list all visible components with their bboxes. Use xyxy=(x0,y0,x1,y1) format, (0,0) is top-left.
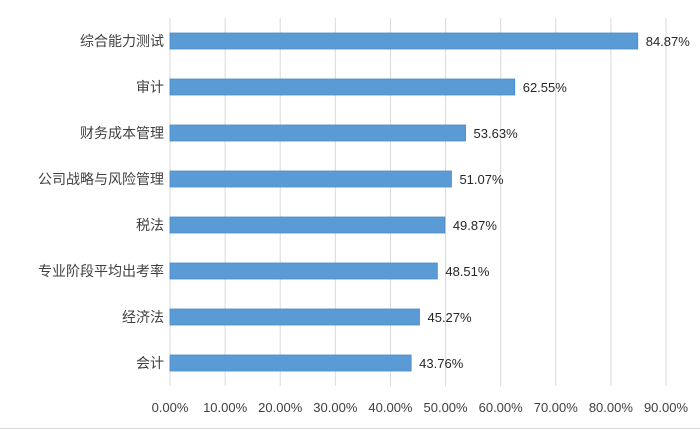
x-tick-label: 50.00% xyxy=(424,400,469,415)
category-label: 税法 xyxy=(136,217,164,233)
x-tick-label: 80.00% xyxy=(589,400,634,415)
bar xyxy=(169,170,452,188)
data-label: 48.51% xyxy=(445,264,490,279)
bar xyxy=(169,354,412,372)
data-label: 84.87% xyxy=(646,34,691,49)
bar xyxy=(169,32,639,50)
x-tick-label: 40.00% xyxy=(368,400,413,415)
bar xyxy=(169,308,420,326)
x-tick-label: 20.00% xyxy=(258,400,303,415)
data-label: 62.55% xyxy=(523,80,568,95)
data-label: 45.27% xyxy=(427,310,472,325)
data-label: 49.87% xyxy=(453,218,498,233)
category-label: 专业阶段平均出考率 xyxy=(38,263,164,279)
data-label: 43.76% xyxy=(419,356,464,371)
bar xyxy=(169,78,516,96)
x-tick-label: 60.00% xyxy=(479,400,524,415)
category-label: 财务成本管理 xyxy=(80,125,164,141)
bar xyxy=(169,262,438,280)
x-tick-label: 90.00% xyxy=(644,400,689,415)
x-tick-label: 70.00% xyxy=(534,400,579,415)
x-tick-label: 10.00% xyxy=(203,400,248,415)
x-tick-label: 30.00% xyxy=(313,400,358,415)
x-tick-label: 0.00% xyxy=(152,400,189,415)
category-label: 综合能力测试 xyxy=(80,33,164,49)
bar xyxy=(169,124,466,142)
category-label: 会计 xyxy=(136,355,164,371)
category-label: 审计 xyxy=(136,79,164,95)
category-label: 经济法 xyxy=(122,309,164,325)
data-label: 51.07% xyxy=(459,172,504,187)
bar xyxy=(169,216,446,234)
data-label: 53.63% xyxy=(474,126,519,141)
category-label: 公司战略与风险管理 xyxy=(38,171,164,187)
